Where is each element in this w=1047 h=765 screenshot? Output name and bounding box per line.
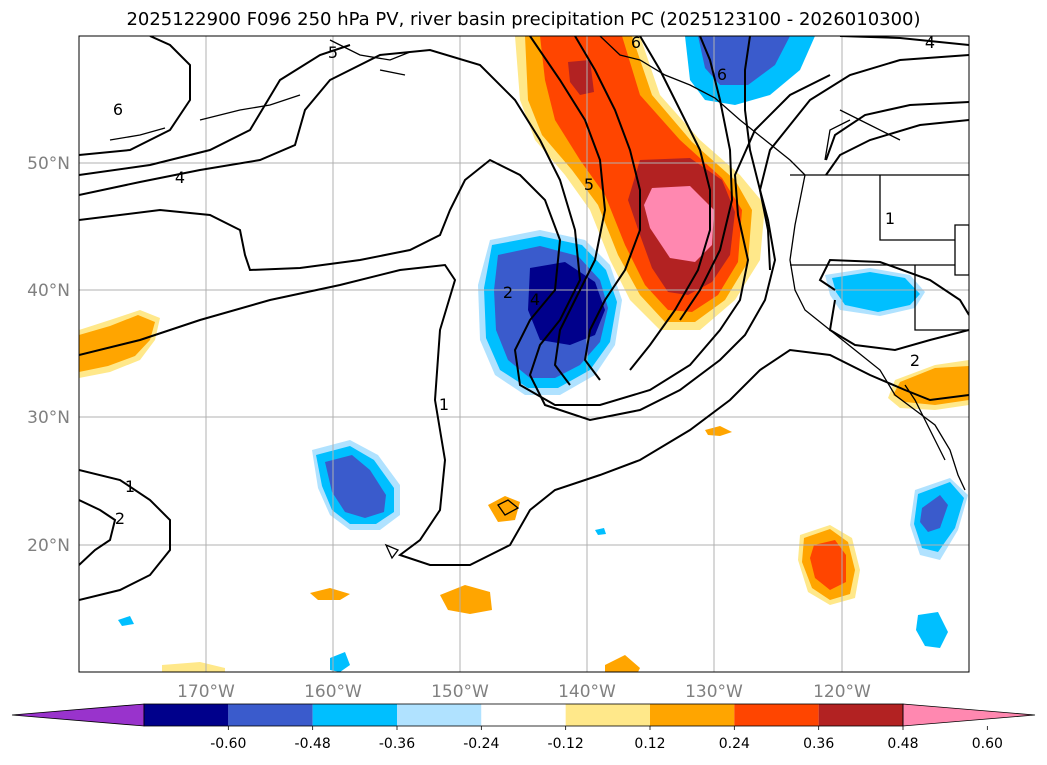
contour-label: 5 bbox=[328, 43, 338, 62]
graticule bbox=[79, 36, 969, 672]
colorbar-swatch bbox=[734, 704, 819, 726]
colorbar-outline bbox=[143, 703, 904, 727]
lon-label: 130°W bbox=[685, 682, 743, 702]
colorbar-tick-label: 0.24 bbox=[719, 736, 750, 752]
pv-contours bbox=[79, 36, 969, 601]
lat-label: 50°N bbox=[27, 154, 70, 174]
lat-label: 30°N bbox=[27, 408, 70, 428]
contour-label: 2 bbox=[115, 509, 125, 528]
colorbar-tick-label: 0.12 bbox=[634, 736, 665, 752]
lat-labels: 50°N 40°N 30°N 20°N bbox=[27, 154, 70, 556]
contour-label: 4 bbox=[925, 33, 935, 52]
lon-label: 140°W bbox=[558, 682, 616, 702]
colorbar-extend-low bbox=[11, 703, 145, 727]
colorbar: -0.60 -0.48 -0.36 -0.24 -0.12 0.12 0.24 0.36 0.4… bbox=[11, 703, 1036, 752]
lon-labels: 170°W 160°W 150°W 140°W 130°W 120°W bbox=[177, 682, 871, 702]
colorbar-tick-label: 0.60 bbox=[972, 736, 1003, 752]
contour-label: 1 bbox=[125, 477, 135, 496]
colorbar-swatch bbox=[565, 704, 650, 726]
lat-label: 20°N bbox=[27, 536, 70, 556]
colorbar-tick-label: -0.60 bbox=[210, 736, 246, 752]
contour-labels: 5 6 4 4 6 5 1 2 1 1 2 2 6 4 bbox=[113, 33, 935, 528]
contour-label: 4 bbox=[530, 290, 540, 309]
lat-label: 40°N bbox=[27, 281, 70, 301]
colorbar-tick-label: -0.36 bbox=[379, 736, 415, 752]
contour-label: 2 bbox=[503, 283, 513, 302]
colorbar-swatch bbox=[818, 704, 903, 726]
contour-label: 5 bbox=[584, 175, 594, 194]
colorbar-swatch bbox=[481, 704, 566, 726]
contour-label: 1 bbox=[885, 209, 895, 228]
map-frame bbox=[78, 35, 970, 673]
colorbar-tick-label: -0.24 bbox=[463, 736, 499, 752]
contour-label: 6 bbox=[113, 100, 123, 119]
colorbar-swatch bbox=[650, 704, 735, 726]
map-title: 2025122900 F096 250 hPa PV, river basin … bbox=[126, 9, 921, 30]
colorbar-tick-label: -0.12 bbox=[548, 736, 584, 752]
contour-label: 6 bbox=[717, 65, 727, 84]
colorbar-swatch bbox=[397, 704, 482, 726]
colorbar-tick-label: -0.48 bbox=[295, 736, 331, 752]
contour-label: 2 bbox=[910, 351, 920, 370]
lon-label: 170°W bbox=[177, 682, 235, 702]
colorbar-extend-high bbox=[902, 703, 1036, 727]
colorbar-tick-label: 0.36 bbox=[803, 736, 834, 752]
lon-label: 150°W bbox=[431, 682, 489, 702]
colorbar-swatch bbox=[144, 704, 229, 726]
precip-shading bbox=[79, 36, 969, 672]
contour-label: 4 bbox=[175, 168, 185, 187]
contour-label: 1 bbox=[439, 395, 449, 414]
contour-label: 6 bbox=[631, 33, 641, 52]
colorbar-tick-label: 0.48 bbox=[887, 736, 918, 752]
lon-label: 120°W bbox=[813, 682, 871, 702]
colorbar-swatch bbox=[312, 704, 397, 726]
colorbar-swatch bbox=[228, 704, 313, 726]
lon-label: 160°W bbox=[304, 682, 362, 702]
